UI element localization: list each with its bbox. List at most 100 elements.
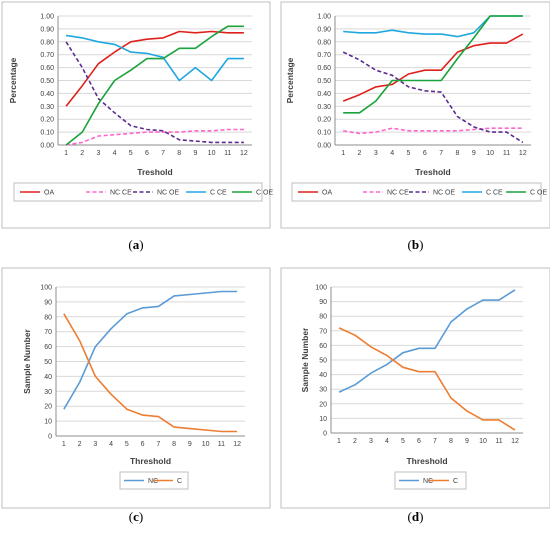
series-line-nc-oe	[65, 41, 244, 144]
caption-paren-close: )	[419, 237, 423, 252]
x-tick-label: 8	[456, 150, 460, 157]
series-line-oa	[342, 33, 524, 102]
x-tick-label: 4	[385, 438, 389, 445]
chart-panel-b: 0.00 0.10 0.20 0.30 0.40 0.50 0.60 0.70 0.80 0.90…	[280, 1, 550, 229]
x-tick-label: 12	[511, 438, 519, 445]
y-tick-label: 0.00	[317, 143, 331, 150]
caption-paren-close: )	[419, 509, 423, 524]
x-tick-label: 3	[96, 150, 100, 157]
y-tick-label: 10	[319, 416, 327, 423]
legend-label: C CE	[486, 190, 503, 197]
x-tick-label: 2	[353, 438, 357, 445]
caption-paren-close: )	[139, 237, 143, 252]
caption-paren-open: (	[408, 509, 412, 524]
x-tick-label: 9	[472, 150, 476, 157]
x-tick-label: 12	[519, 150, 527, 157]
x-tick-label: 5	[401, 438, 405, 445]
x-tick-label: 2	[80, 150, 84, 157]
x-tick-label: 8	[449, 438, 453, 445]
chart-panel-a: 0.00 0.10 0.20 0.30 0.40 0.50 0.60 0.70 0.80 0.90…	[1, 1, 273, 229]
x-tick-label: 6	[145, 150, 149, 157]
x-tick-label: 1	[64, 150, 68, 157]
x-tick-label: 11	[495, 438, 502, 445]
legend-box	[13, 182, 263, 202]
y-tick-label: 0.20	[317, 117, 331, 124]
legend-label: NC	[423, 478, 433, 485]
x-tick-label: 8	[177, 150, 181, 157]
y-tick-label: 90	[319, 299, 327, 306]
x-tick-label: 12	[233, 441, 241, 448]
x-tick-label: 1	[341, 150, 345, 157]
y-tick-label: 60	[44, 344, 52, 351]
x-tick-label: 9	[465, 438, 469, 445]
x-tick-label: 4	[109, 441, 113, 448]
series-line-nc-oe	[342, 51, 524, 144]
x-tick-label: 3	[369, 438, 373, 445]
caption-paren-open: (	[408, 237, 412, 252]
series-line-c	[338, 327, 516, 431]
legend-label: OA	[44, 190, 54, 197]
y-tick-label: 40	[319, 372, 327, 379]
x-tick-label: 11	[224, 150, 231, 157]
y-tick-label: 90	[44, 299, 52, 306]
y-tick-label: 20	[44, 404, 52, 411]
caption-letter: c	[133, 509, 139, 524]
y-tick-label: 50	[44, 359, 52, 366]
series-line-nc	[338, 289, 516, 393]
y-tick-label: 0	[48, 434, 52, 441]
x-tick-label: 9	[188, 441, 192, 448]
y-tick-label: 0	[323, 431, 327, 438]
y-axis-title: Percentage	[285, 57, 295, 103]
series-line-oa	[65, 30, 244, 107]
x-tick-label: 6	[141, 441, 145, 448]
y-axis-title: Percentage	[8, 57, 18, 103]
y-tick-label: 0.30	[317, 104, 331, 111]
x-tick-label: 10	[202, 441, 210, 448]
y-tick-label: 70	[44, 329, 52, 336]
caption-paren-open: (	[128, 237, 132, 252]
y-tick-label: 0.70	[317, 52, 331, 59]
series-line-nc-ce	[343, 127, 523, 135]
y-tick-label: 0.70	[40, 52, 54, 59]
caption-paren-close: )	[139, 509, 143, 524]
x-tick-label: 5	[125, 441, 129, 448]
y-tick-label: 100	[40, 285, 52, 292]
y-tick-label: 0.60	[40, 65, 54, 72]
y-axis-title: Sample Number	[300, 327, 310, 392]
y-tick-label: 60	[319, 343, 327, 350]
x-tick-label: 8	[172, 441, 176, 448]
caption-paren-open: (	[129, 509, 133, 524]
panel-frame	[280, 267, 550, 509]
series-line-c-ce	[65, 34, 244, 82]
legend-label: NC OE	[157, 190, 180, 197]
y-tick-label: 0.40	[317, 91, 331, 98]
legend-label: C	[177, 478, 182, 485]
x-tick-label: 7	[439, 150, 443, 157]
y-tick-label: 40	[44, 374, 52, 381]
legend-label: NC CE	[110, 190, 132, 197]
panel-caption: (c)	[129, 509, 143, 524]
panel-frame	[1, 267, 271, 509]
legend-label: NC OE	[433, 190, 456, 197]
series-line-nc	[63, 290, 238, 410]
x-tick-label: 1	[337, 438, 341, 445]
panel-caption: (a)	[128, 237, 143, 252]
caption-letter: b	[412, 237, 419, 252]
y-axis-title: Sample Number	[22, 328, 32, 393]
y-tick-label: 0.80	[317, 39, 331, 46]
x-tick-label: 6	[417, 438, 421, 445]
y-tick-label: 0.00	[40, 143, 54, 150]
panel-caption: (d)	[408, 509, 424, 524]
y-tick-label: 100	[315, 285, 327, 292]
y-tick-label: 1.00	[40, 14, 54, 21]
x-tick-label: 5	[129, 150, 133, 157]
x-tick-label: 11	[218, 441, 225, 448]
legend-label: C OE	[530, 190, 547, 197]
y-tick-label: 0.10	[40, 130, 54, 137]
x-tick-label: 3	[93, 441, 97, 448]
x-tick-label: 1	[62, 441, 66, 448]
x-axis-title: Threshold	[406, 456, 447, 466]
